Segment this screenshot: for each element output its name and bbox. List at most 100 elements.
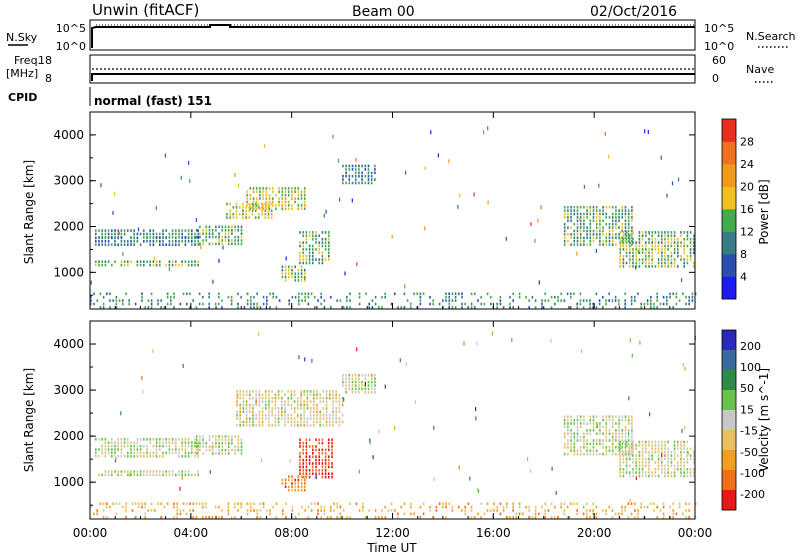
data-cell [218,292,220,296]
data-cell [608,205,611,209]
data-cell [358,380,360,384]
data-cell [589,418,592,422]
data-cell [305,475,308,479]
data-cell [293,420,296,424]
data-cell [627,226,630,229]
data-cell [303,410,305,414]
data-cell [245,212,247,216]
data-cell [159,438,161,441]
data-cell [208,292,210,296]
data-cell [673,464,676,468]
data-cell [111,473,113,477]
data-cell [209,470,211,475]
data-cell [242,410,245,414]
data-cell [104,263,107,267]
data-cell [579,222,582,226]
data-cell [667,471,669,474]
data-cell [300,207,303,211]
data-cell [297,193,300,197]
data-cell [155,448,158,451]
data-cell [127,438,129,441]
data-cell [291,509,294,512]
data-cell [299,241,301,244]
data-cell [318,472,320,475]
data-cell [265,197,268,200]
data-cell [143,240,145,243]
data-cell [638,261,641,265]
data-cell [329,390,331,393]
data-cell [299,472,301,475]
data-cell [361,174,363,178]
colorbar-segment [722,254,736,277]
data-cell [240,232,243,235]
data-cell [202,232,204,235]
data-cell [318,244,320,248]
data-cell [227,232,230,235]
data-cell [195,452,198,455]
data-cell [518,295,521,299]
data-cell [264,202,267,206]
data-cell [258,393,261,397]
data-cell [631,439,633,442]
data-cell [624,302,626,306]
data-cell [107,448,110,451]
data-cell [246,204,248,207]
data-cell [576,302,578,306]
data-cell [691,295,694,299]
data-cell [291,275,293,279]
data-cell [120,236,123,239]
data-cell [218,225,220,229]
data-cell [394,292,396,296]
data-cell [677,244,679,248]
data-cell [566,505,569,509]
data-cell [175,441,177,444]
data-cell [611,233,614,236]
data-cell [288,488,290,492]
data-cell [592,415,595,418]
data-cell [208,295,210,299]
data-cell [221,229,224,232]
x-tick-label: 20:00 [577,526,612,540]
data-cell [178,438,180,441]
data-cell [624,435,627,439]
data-cell [312,231,314,234]
data-cell [125,502,127,505]
data-cell [354,384,357,387]
data-cell [165,473,167,477]
data-cell [641,467,644,471]
data-cell [284,193,287,197]
data-cell [229,202,231,206]
data-cell [236,396,238,400]
data-cell [305,452,308,455]
velocity-plot-background [90,321,695,519]
colorbar-segment [722,276,736,300]
data-cell [686,457,689,461]
data-cell [625,261,628,265]
data-cell [236,410,238,414]
data-cell [675,302,678,306]
data-cell [242,212,244,216]
data-cell [130,236,132,239]
data-cell [197,441,199,444]
data-cell [323,509,326,512]
data-cell [673,450,676,454]
data-cell [602,229,604,233]
data-cell [264,206,267,209]
data-cell [335,393,337,397]
data-cell [608,299,610,302]
data-cell [344,271,346,276]
data-cell [624,233,627,236]
data-cell [239,424,241,427]
data-cell [567,429,569,432]
data-cell [686,254,689,258]
data-cell [181,455,183,458]
data-cell [305,441,308,445]
data-cell [268,204,271,207]
data-cell [364,164,367,168]
data-cell [277,390,280,393]
data-cell [622,461,625,464]
data-cell [189,292,191,296]
data-cell [688,516,690,519]
data-cell [205,505,207,509]
data-cell [115,502,118,505]
